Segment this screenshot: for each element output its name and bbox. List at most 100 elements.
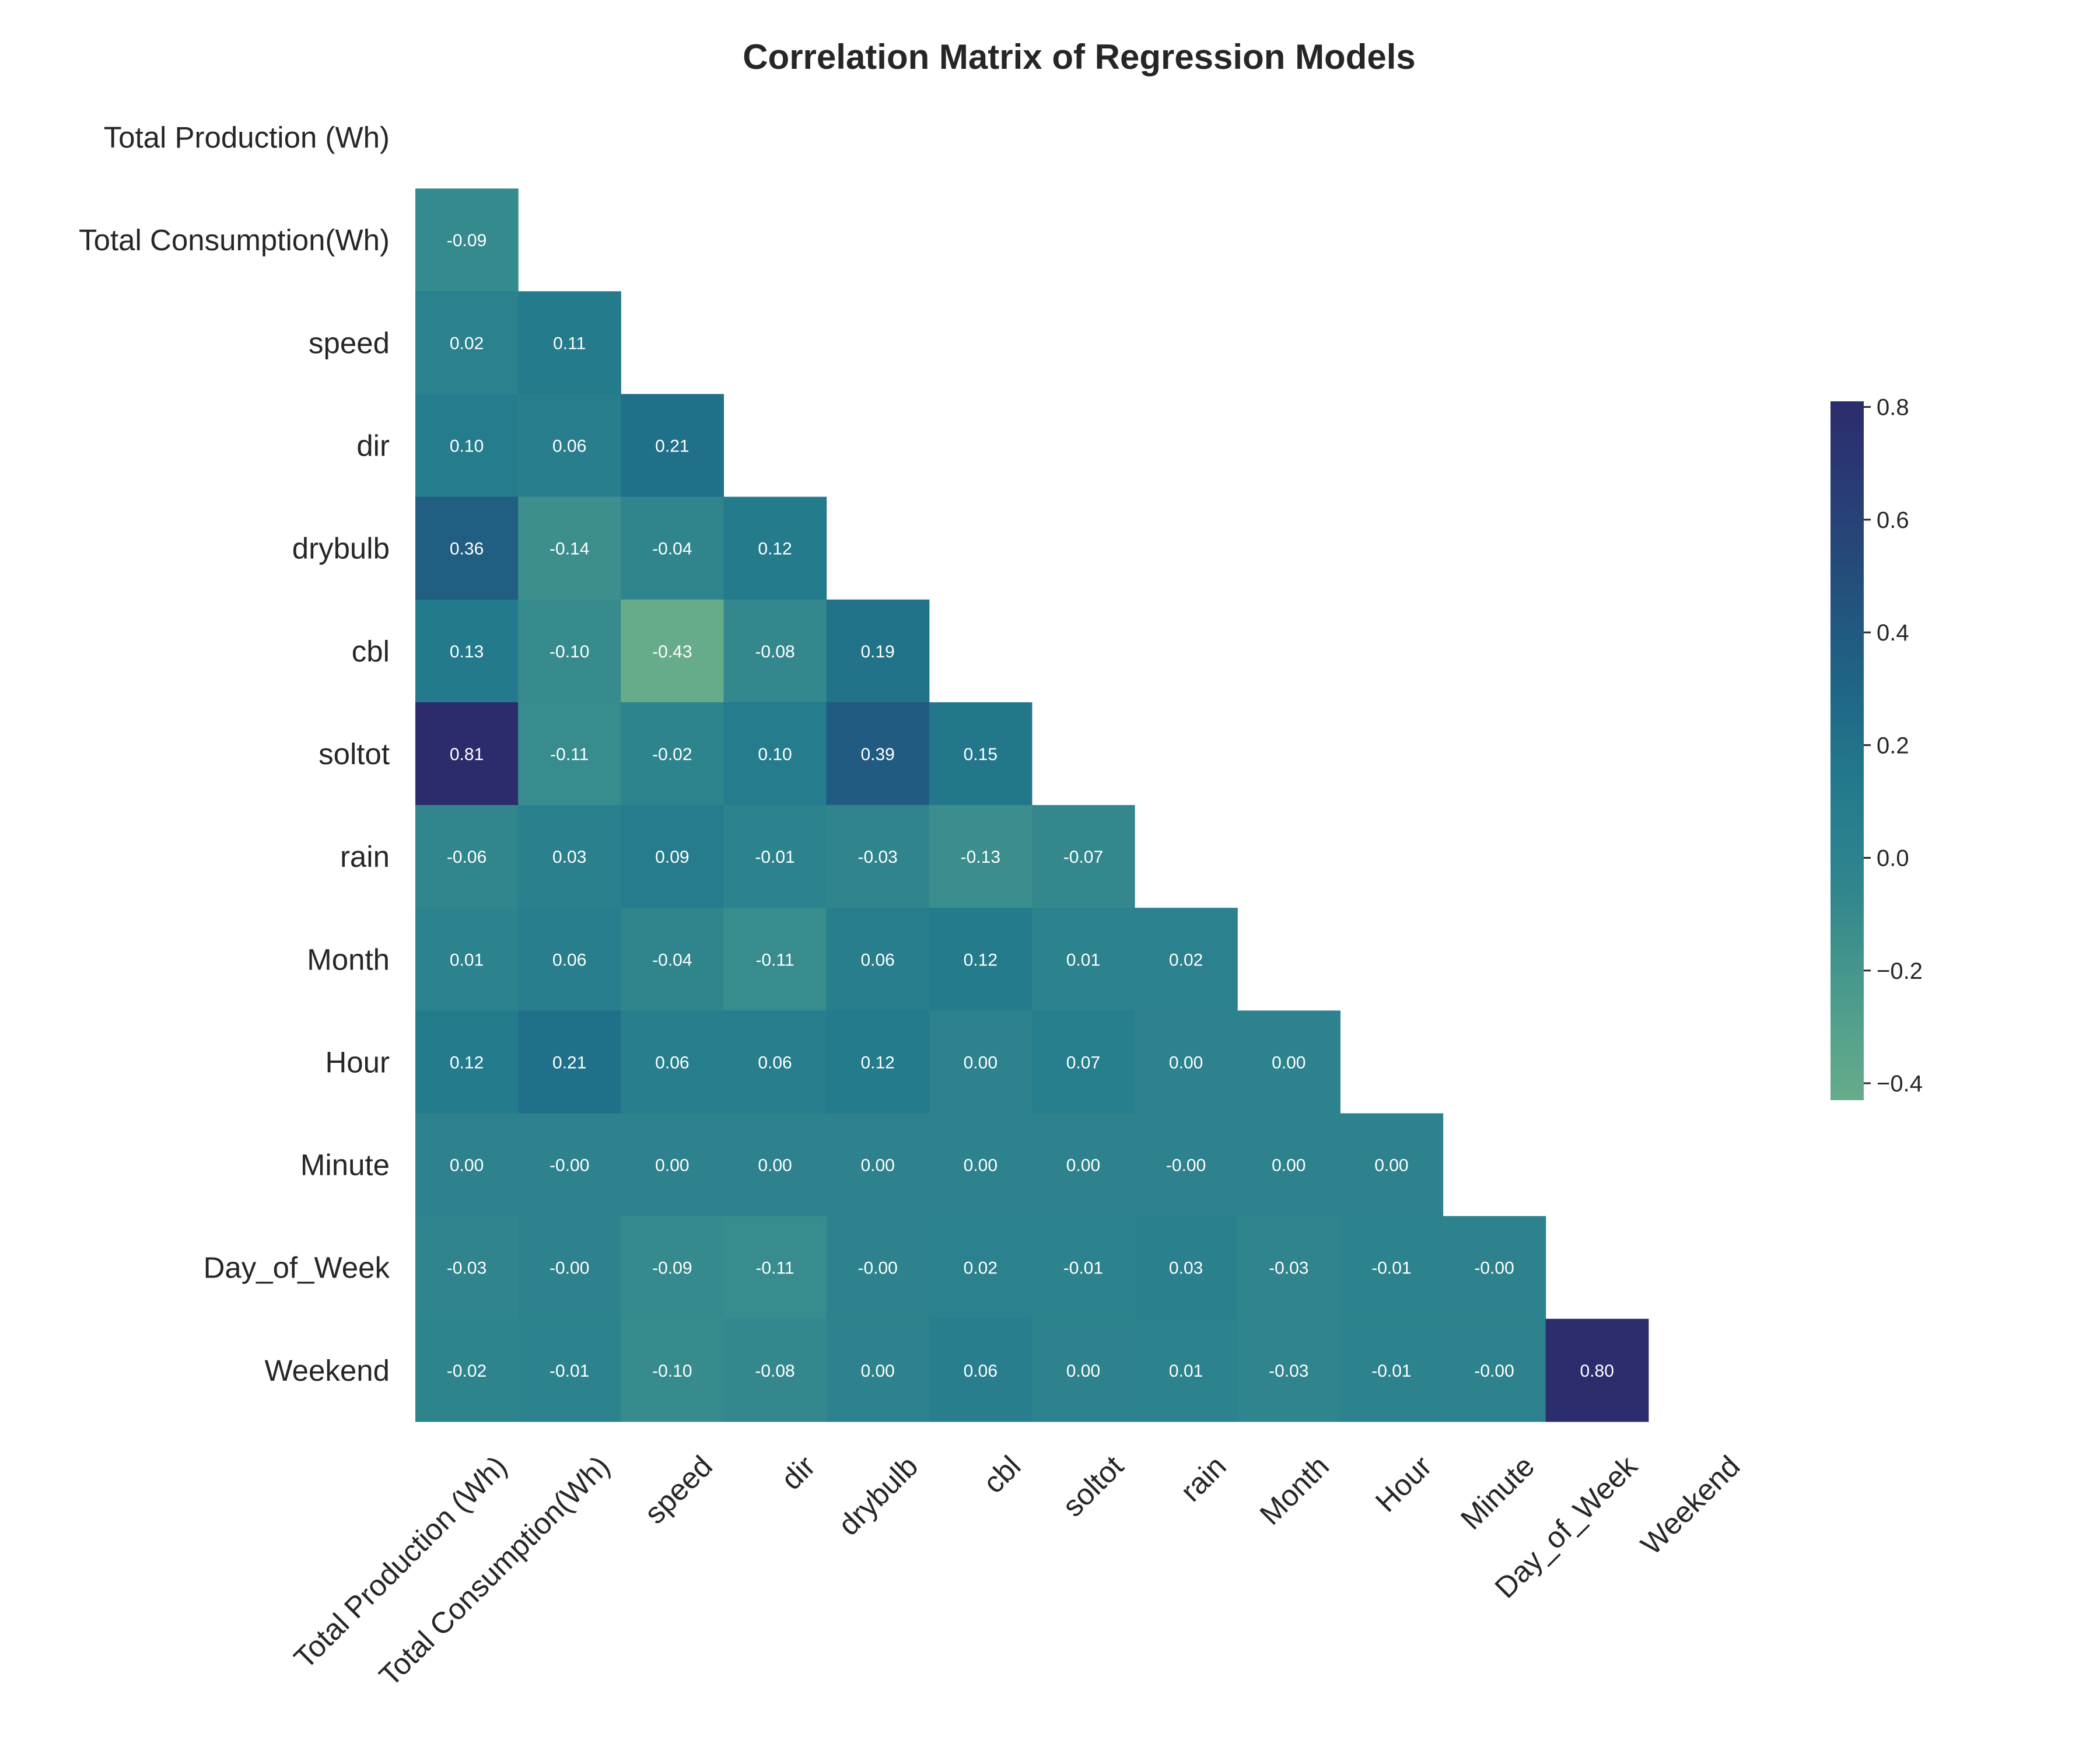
heatmap-cell: [1031, 1216, 1135, 1320]
heatmap-cell: [621, 908, 724, 1011]
x-tick-label: Hour: [1369, 1449, 1438, 1518]
heatmap-cell: [415, 908, 519, 1011]
y-tick-label: dir: [356, 429, 390, 463]
cell-value-label: 0.00: [1169, 1053, 1203, 1072]
cell-value-label: -0.00: [1474, 1259, 1514, 1278]
heatmap-cell: [929, 702, 1032, 806]
heatmap-cell: [518, 908, 621, 1011]
cell-value-label: 0.01: [1169, 1362, 1203, 1381]
x-tick-label: drybulb: [832, 1449, 925, 1542]
cell-value-label: -0.01: [550, 1362, 589, 1381]
heatmap-cell: [723, 702, 827, 806]
cell-value-label: 0.00: [1066, 1362, 1100, 1381]
x-tick-label: dir: [775, 1449, 821, 1496]
colorbar-tick-label: 0.2: [1877, 733, 1909, 758]
cell-value-label: 0.02: [964, 1259, 998, 1278]
heatmap-cell: [1031, 1318, 1135, 1422]
heatmap-cell: [723, 908, 827, 1011]
heatmap-cell: [1340, 1318, 1444, 1422]
y-tick-label: Month: [307, 943, 390, 976]
heatmap-cell: [929, 805, 1032, 908]
heatmap-cell: [1135, 1318, 1238, 1422]
cell-value-label: 0.00: [1374, 1156, 1408, 1175]
heatmap-cell: [723, 1010, 827, 1114]
cell-value-label: 0.00: [450, 1156, 484, 1175]
heatmap-cell: [415, 291, 519, 395]
heatmap-cell: [518, 805, 621, 908]
cell-value-label: -0.00: [550, 1156, 589, 1175]
cell-value-label: 0.39: [860, 745, 894, 764]
heatmap-cell: [518, 291, 621, 395]
cell-value-label: -0.02: [652, 745, 692, 764]
x-tick-label: cbl: [977, 1449, 1027, 1499]
cell-value-label: 0.10: [450, 437, 484, 456]
cell-value-label: -0.02: [447, 1362, 487, 1381]
cell-value-label: -0.00: [858, 1259, 897, 1278]
heatmap-cell: [621, 1113, 724, 1217]
heatmap-cell: [415, 394, 519, 498]
cell-value-label: -0.09: [652, 1259, 692, 1278]
heatmap-cell: [929, 1216, 1032, 1320]
y-tick-label: soltot: [318, 737, 390, 771]
heatmap-cell: [1237, 1010, 1340, 1114]
heatmap-cell: [621, 599, 724, 703]
cell-value-label: 0.00: [1066, 1156, 1100, 1175]
heatmap-cell: [1237, 1318, 1340, 1422]
cell-value-label: 0.06: [552, 950, 586, 970]
chart-title: Correlation Matrix of Regression Models: [743, 37, 1416, 76]
cell-value-label: 0.00: [1272, 1156, 1306, 1175]
cell-value-label: -0.11: [755, 950, 794, 970]
heatmap-cell: [1031, 805, 1135, 908]
heatmap-cell: [621, 1010, 724, 1114]
cell-value-label: 0.81: [450, 745, 484, 764]
cell-value-label: -0.00: [1474, 1362, 1514, 1381]
x-axis-tick-labels: Total Production (Wh)Total Consumption(W…: [288, 1449, 1746, 1692]
cell-value-label: -0.06: [447, 848, 487, 867]
cell-value-label: 0.36: [450, 540, 484, 559]
heatmap-cell: [415, 599, 519, 703]
heatmap-cell: [518, 394, 621, 498]
cell-value-label: -0.11: [755, 1259, 794, 1278]
heatmap-cell: [1237, 1113, 1340, 1217]
heatmap-cell: [1340, 1216, 1444, 1320]
cell-value-label: 0.06: [552, 437, 586, 456]
heatmap-cell: [1237, 1216, 1340, 1320]
heatmap-cell: [621, 1216, 724, 1320]
heatmap-cell: [929, 1318, 1032, 1422]
heatmap-cell: [723, 805, 827, 908]
heatmap-cell: [1031, 1010, 1135, 1114]
cell-value-label: -0.00: [550, 1259, 589, 1278]
cell-value-label: 0.07: [1066, 1053, 1100, 1072]
colorbar-tick-label: 0.0: [1877, 846, 1909, 872]
heatmap-cell: [1031, 908, 1135, 1011]
x-tick-label: Weekend: [1634, 1449, 1746, 1561]
cell-value-label: 0.00: [860, 1156, 894, 1175]
cell-value-label: -0.00: [1166, 1156, 1206, 1175]
heatmap-cell: [826, 599, 930, 703]
cell-value-label: 0.15: [964, 745, 998, 764]
y-axis-tick-labels: Total Production (Wh) Total Consumption(W…: [79, 121, 390, 1387]
heatmap-cell: [621, 805, 724, 908]
cell-value-label: -0.01: [1371, 1259, 1411, 1278]
cell-value-label: 0.00: [655, 1156, 689, 1175]
cell-value-label: -0.01: [755, 848, 794, 867]
heatmap-cell: [415, 1010, 519, 1114]
cell-value-label: 0.10: [758, 745, 792, 764]
y-tick-label: cbl: [352, 635, 390, 668]
x-tick-label: speed: [638, 1449, 719, 1530]
heatmap-cell: [826, 1010, 930, 1114]
cell-value-label: 0.06: [964, 1362, 998, 1381]
cell-value-label: -0.10: [550, 642, 589, 662]
cell-value-label: 0.13: [450, 642, 484, 662]
colorbar-ticks: 0.8 0.6 0.4 0.2 0.0 −0.2 −0.4: [1864, 395, 1923, 1097]
cell-value-label: 0.00: [964, 1053, 998, 1072]
cell-value-label: 0.11: [553, 334, 586, 353]
heatmap-cell: [1135, 1216, 1238, 1320]
heatmap-cells: [415, 188, 1649, 1422]
cell-value-label: -0.01: [1063, 1259, 1103, 1278]
heatmap-cell: [518, 496, 621, 600]
heatmap-cell: [518, 1010, 621, 1114]
x-tick-label: rain: [1174, 1449, 1232, 1507]
cell-value-label: -0.03: [1269, 1362, 1308, 1381]
y-tick-label: rain: [340, 840, 390, 873]
